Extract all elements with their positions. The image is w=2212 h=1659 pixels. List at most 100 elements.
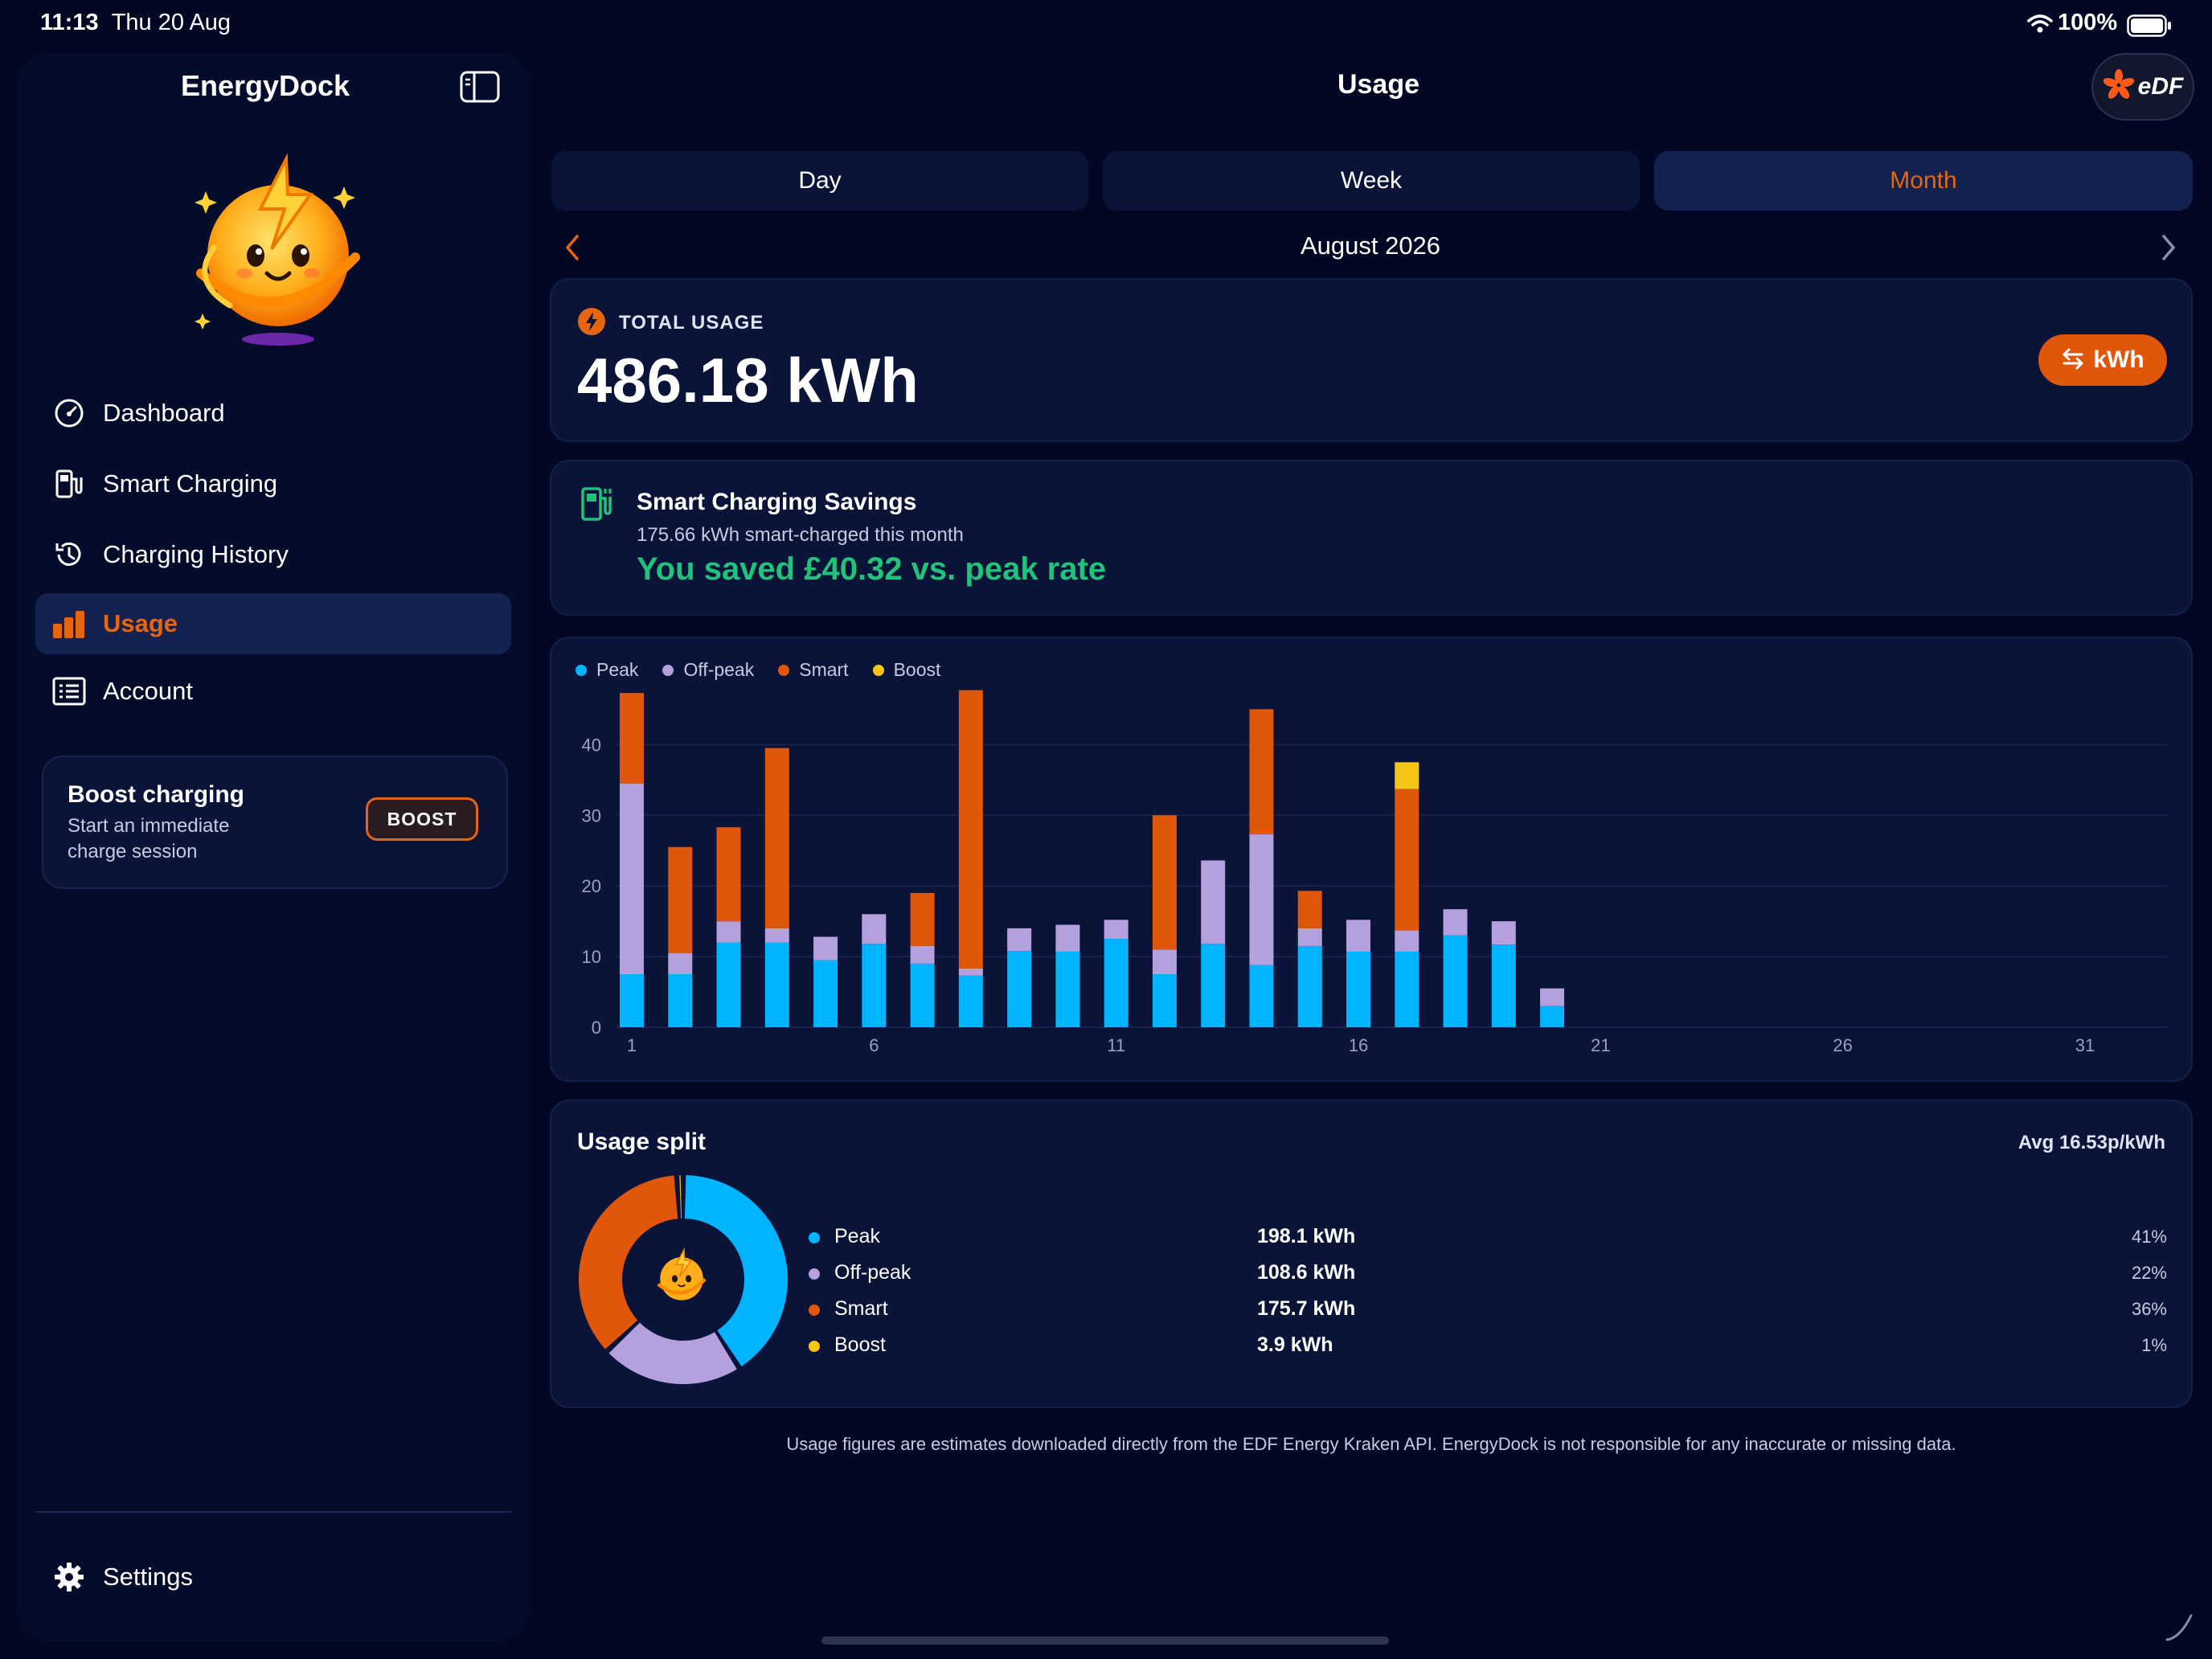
split-value: 3.9 kWh <box>1257 1333 1333 1356</box>
status-time: 11:13 Thu 20 Aug <box>40 10 231 35</box>
donut-slice-peak <box>684 1175 788 1366</box>
donut-slice-smart <box>579 1175 678 1350</box>
bar-boost-day-17 <box>1395 762 1419 789</box>
bar-offpeak-day-10 <box>1055 924 1080 952</box>
average-rate: Avg 16.53p/kWh <box>2017 1132 2165 1153</box>
y-tick-label: 40 <box>582 735 601 755</box>
split-row-boost: Boost 3.9 kWh 1% <box>809 1330 2167 1362</box>
tab-month[interactable]: Month <box>1654 151 2193 211</box>
provider-logo-button[interactable]: eDF <box>2091 53 2194 121</box>
battery-icon <box>2127 14 2172 41</box>
sidebar-item-account[interactable]: Account <box>35 661 511 722</box>
boost-charging-card: Boost charging Start an immediate charge… <box>42 756 508 889</box>
speedometer-icon <box>51 395 87 431</box>
previous-period-button[interactable] <box>563 233 582 266</box>
app-name: EnergyDock <box>180 69 350 102</box>
bar-smart-day-15 <box>1297 891 1322 928</box>
sidebar-toggle-icon[interactable] <box>460 71 500 107</box>
next-period-button[interactable] <box>2159 233 2178 266</box>
bar-smart-day-1 <box>620 693 644 784</box>
split-pct: 41% <box>2131 1227 2167 1247</box>
usage-split-card: Usage split Avg 16.53p/kWh Peak 198.1 kW… <box>550 1100 2193 1408</box>
total-usage-label: TOTAL USAGE <box>619 312 764 334</box>
bar-smart-day-7 <box>910 892 935 946</box>
sidebar-item-smart-charging[interactable]: Smart Charging <box>35 453 511 514</box>
wifi-icon <box>2027 13 2053 39</box>
lightning-icon <box>577 307 606 340</box>
tab-week[interactable]: Week <box>1103 151 1640 211</box>
smart-charging-savings-card: Smart Charging Savings 175.66 kWh smart-… <box>550 460 2193 616</box>
sidebar-item-dashboard[interactable]: Dashboard <box>35 383 511 444</box>
bar-peak-day-12 <box>1152 974 1177 1027</box>
split-row-smart: Smart 175.7 kWh 36% <box>809 1294 2167 1326</box>
home-indicator[interactable] <box>821 1636 1389 1645</box>
boost-title: Boost charging <box>68 781 245 808</box>
x-tick-label: 6 <box>869 1035 879 1055</box>
savings-amount: You saved £40.32 vs. peak rate <box>637 551 1107 587</box>
period-label: August 2026 <box>1300 231 1441 260</box>
sidebar-item-label: Dashboard <box>103 399 225 427</box>
bar-offpeak-day-17 <box>1395 930 1419 952</box>
corner-glyph-icon <box>2164 1611 2196 1647</box>
bar-peak-day-1 <box>620 974 644 1027</box>
bar-offpeak-day-12 <box>1152 949 1177 975</box>
bar-peak-day-3 <box>716 942 741 1027</box>
sidebar-item-label: Charging History <box>103 540 289 568</box>
bar-peak-day-14 <box>1249 965 1274 1027</box>
bar-offpeak-day-1 <box>620 783 644 975</box>
bar-peak-day-9 <box>1007 951 1032 1027</box>
ev-charger-green-icon <box>579 485 617 528</box>
boost-dot <box>809 1341 820 1352</box>
unit-toggle-button[interactable]: kWh <box>2038 334 2167 386</box>
split-pct: 22% <box>2131 1263 2167 1283</box>
sidebar-item-usage[interactable]: Usage <box>35 593 511 654</box>
y-tick-label: 30 <box>582 805 601 825</box>
savings-title: Smart Charging Savings <box>637 489 917 515</box>
bar-peak-day-17 <box>1395 951 1419 1027</box>
sidebar-item-settings[interactable]: Settings <box>35 1546 511 1608</box>
bar-offpeak-day-5 <box>813 936 838 961</box>
boost-subtitle-line1: Start an immediate <box>68 815 230 837</box>
x-tick-label: 1 <box>627 1035 637 1055</box>
sidebar-item-charging-history[interactable]: Charging History <box>35 524 511 585</box>
bar-offpeak-day-13 <box>1201 860 1226 944</box>
bar-offpeak-day-8 <box>958 969 983 976</box>
usage-chart-card: Peak Off-peak Smart Boost 0 10 20 30 40 1 6 11 1… <box>550 637 2193 1082</box>
split-name: Peak <box>834 1225 880 1247</box>
usage-split-title: Usage split <box>577 1129 707 1155</box>
y-tick-label: 20 <box>582 876 601 896</box>
savings-subtitle: 175.66 kWh smart-charged this month <box>637 524 964 546</box>
split-row-offpeak: Off-peak 108.6 kWh 22% <box>809 1258 2167 1290</box>
bar-offpeak-day-14 <box>1249 834 1274 965</box>
tab-day[interactable]: Day <box>551 151 1088 211</box>
bar-peak-day-8 <box>958 975 983 1027</box>
offpeak-dot <box>809 1268 820 1280</box>
boost-button[interactable]: BOOST <box>366 797 478 841</box>
page-title: Usage <box>1337 69 1420 100</box>
split-pct: 1% <box>2141 1335 2167 1355</box>
legend-smart: Smart <box>778 659 849 681</box>
x-tick-label: 21 <box>1591 1035 1610 1055</box>
bar-offpeak-day-19 <box>1491 921 1516 945</box>
split-name: Off-peak <box>834 1261 911 1284</box>
donut-slice-boost <box>679 1175 682 1219</box>
bar-smart-day-4 <box>764 748 789 928</box>
bar-offpeak-day-6 <box>862 914 887 944</box>
provider-logo-text: eDF <box>2137 73 2184 100</box>
bar-smart-day-17 <box>1395 789 1419 931</box>
split-name: Smart <box>834 1297 888 1320</box>
bar-peak-day-11 <box>1104 939 1129 1027</box>
ev-charger-icon <box>51 466 87 502</box>
bar-offpeak-day-20 <box>1540 988 1565 1006</box>
split-name: Boost <box>834 1333 886 1356</box>
gear-icon <box>51 1559 87 1595</box>
bar-peak-day-13 <box>1201 944 1226 1027</box>
bar-peak-day-16 <box>1346 951 1370 1027</box>
total-usage-value: 486.18 kWh <box>577 345 919 416</box>
bar-smart-day-14 <box>1249 709 1274 834</box>
bar-offpeak-day-3 <box>716 921 741 943</box>
unit-toggle-label: kWh <box>2093 346 2144 373</box>
bar-peak-day-10 <box>1055 951 1080 1027</box>
legend-offpeak: Off-peak <box>662 659 754 681</box>
bar-smart-day-8 <box>958 690 983 969</box>
